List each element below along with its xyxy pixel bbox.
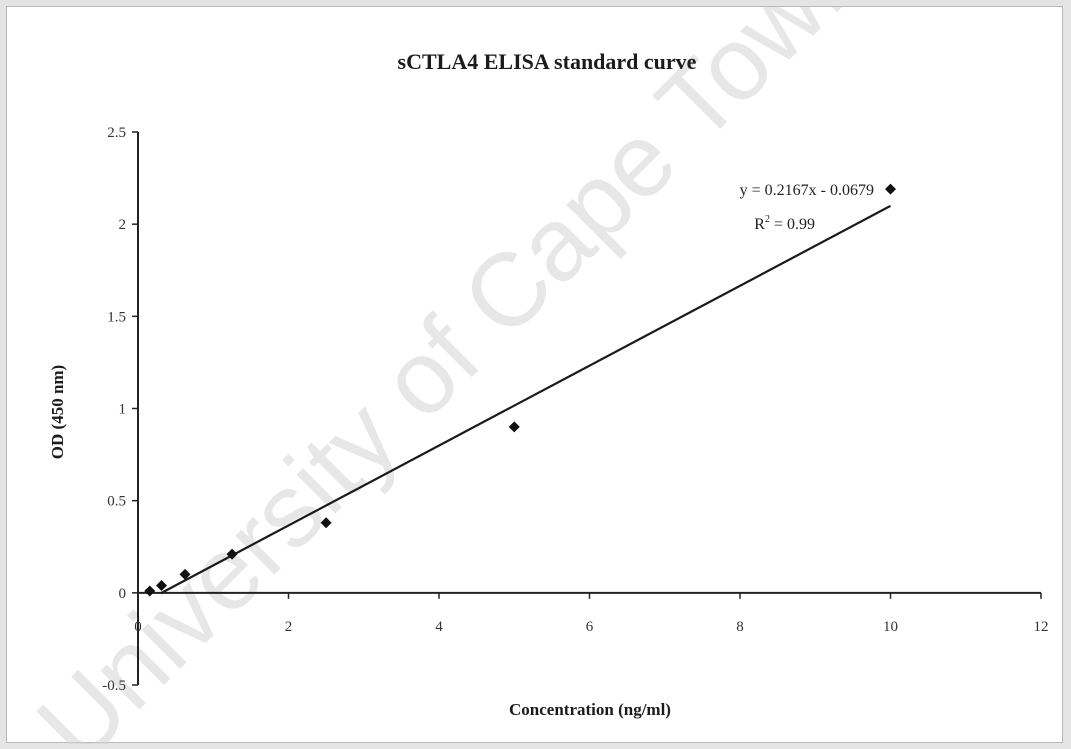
r-squared-value: = 0.99 bbox=[770, 216, 815, 233]
x-tick-label: 10 bbox=[883, 619, 898, 635]
y-tick-labels: -0.5 0 0.5 1 1.5 2 2.5 bbox=[102, 125, 126, 694]
chart-svg: University of Cape Town sCTLA4 ELISA sta… bbox=[15, 7, 1048, 744]
trendline-equation: y = 0.2167x - 0.0679 bbox=[740, 182, 874, 199]
axes bbox=[132, 131, 1042, 686]
r-squared-superscript: 2 bbox=[765, 214, 770, 225]
y-tick-label: 1.5 bbox=[107, 309, 126, 325]
data-point bbox=[508, 421, 520, 433]
y-tick-label: -0.5 bbox=[102, 678, 126, 694]
x-tick-label: 0 bbox=[134, 619, 142, 635]
data-point bbox=[885, 183, 896, 195]
data-point bbox=[156, 579, 168, 591]
y-tick-label: 2.5 bbox=[107, 125, 126, 141]
chart-frame: University of Cape Town sCTLA4 ELISA sta… bbox=[6, 6, 1063, 744]
trendline bbox=[160, 204, 892, 595]
data-points bbox=[144, 183, 896, 597]
data-point bbox=[144, 585, 156, 597]
x-tick-label: 8 bbox=[736, 619, 744, 635]
x-axis-title: Concentration (ng/ml) bbox=[509, 700, 671, 719]
watermark-text: University of Cape Town bbox=[15, 7, 889, 744]
y-axis-title: OD (450 nm) bbox=[48, 365, 67, 459]
y-tick-label: 1 bbox=[119, 402, 127, 418]
watermark: University of Cape Town bbox=[15, 7, 889, 744]
r-squared-r: R bbox=[754, 216, 765, 233]
y-tick-label: 0 bbox=[119, 586, 127, 602]
x-tick-label: 12 bbox=[1034, 619, 1049, 635]
data-point bbox=[179, 568, 191, 580]
data-point bbox=[320, 517, 332, 529]
x-tick-label: 2 bbox=[285, 619, 293, 635]
y-tick-label: 2 bbox=[119, 217, 127, 233]
x-tick-labels: 0 2 4 6 8 10 12 bbox=[134, 619, 1048, 635]
trendline-group bbox=[160, 204, 892, 595]
y-tick-label: 0.5 bbox=[107, 494, 126, 510]
x-tick-label: 6 bbox=[586, 619, 594, 635]
chart-title: sCTLA4 ELISA standard curve bbox=[398, 49, 697, 74]
data-point bbox=[226, 548, 238, 560]
r-squared-label: R2 = 0.99 bbox=[754, 214, 815, 233]
x-tick-label: 4 bbox=[435, 619, 443, 635]
